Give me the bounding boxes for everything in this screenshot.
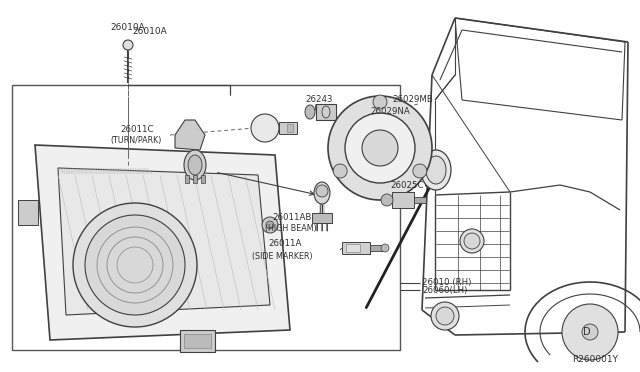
Bar	[414, 197, 426, 203]
Ellipse shape	[305, 105, 315, 119]
Bar	[287, 124, 293, 132]
Text: 26029NA: 26029NA	[370, 108, 410, 116]
Circle shape	[464, 233, 480, 249]
Ellipse shape	[426, 156, 446, 184]
Ellipse shape	[314, 182, 330, 204]
Text: (TURN/PARK): (TURN/PARK)	[110, 135, 161, 144]
Circle shape	[262, 217, 278, 233]
Circle shape	[266, 221, 274, 229]
Circle shape	[413, 164, 427, 178]
Circle shape	[85, 215, 185, 315]
Ellipse shape	[421, 150, 451, 190]
Text: R260001Y: R260001Y	[572, 356, 618, 365]
Text: 26010A: 26010A	[132, 28, 167, 36]
Text: 26025C: 26025C	[390, 180, 424, 189]
Text: 26011C: 26011C	[120, 125, 154, 135]
Bar	[180, 330, 215, 352]
Text: 26010A: 26010A	[111, 23, 145, 32]
Text: 26029MB: 26029MB	[392, 94, 433, 103]
Text: 26060(LH): 26060(LH)	[422, 285, 467, 295]
Text: (SIDE MARKER): (SIDE MARKER)	[252, 251, 312, 260]
Bar	[392, 192, 414, 208]
Ellipse shape	[188, 155, 202, 175]
Circle shape	[316, 185, 328, 197]
Bar	[185, 175, 189, 183]
Text: (HIGH BEAM): (HIGH BEAM)	[265, 224, 317, 234]
Bar	[312, 213, 332, 223]
Bar	[370, 245, 385, 251]
Circle shape	[381, 194, 393, 206]
Bar	[18, 200, 38, 225]
Bar	[342, 242, 370, 254]
Circle shape	[431, 302, 459, 330]
Text: 26243: 26243	[305, 94, 333, 103]
Circle shape	[73, 203, 197, 327]
Circle shape	[460, 229, 484, 253]
Ellipse shape	[184, 150, 206, 180]
Polygon shape	[35, 145, 290, 340]
Circle shape	[373, 95, 387, 109]
Polygon shape	[175, 120, 205, 150]
Text: 26010 (RH): 26010 (RH)	[422, 279, 472, 288]
Bar	[12, 85, 400, 350]
Circle shape	[381, 244, 389, 252]
Circle shape	[436, 307, 454, 325]
Circle shape	[345, 113, 415, 183]
Circle shape	[562, 304, 618, 360]
Circle shape	[333, 164, 347, 178]
Polygon shape	[58, 168, 270, 315]
Text: D: D	[583, 327, 591, 337]
Circle shape	[362, 130, 398, 166]
Bar	[193, 175, 197, 183]
Text: 26011AB: 26011AB	[272, 214, 312, 222]
Circle shape	[251, 114, 279, 142]
Text: 26011A: 26011A	[268, 240, 301, 248]
Bar	[184, 334, 211, 348]
Bar	[201, 175, 205, 183]
Bar	[316, 104, 336, 120]
Circle shape	[582, 324, 598, 340]
Ellipse shape	[322, 106, 330, 118]
Circle shape	[123, 40, 133, 50]
Circle shape	[328, 96, 432, 200]
Bar	[279, 122, 297, 134]
Bar	[346, 244, 360, 252]
